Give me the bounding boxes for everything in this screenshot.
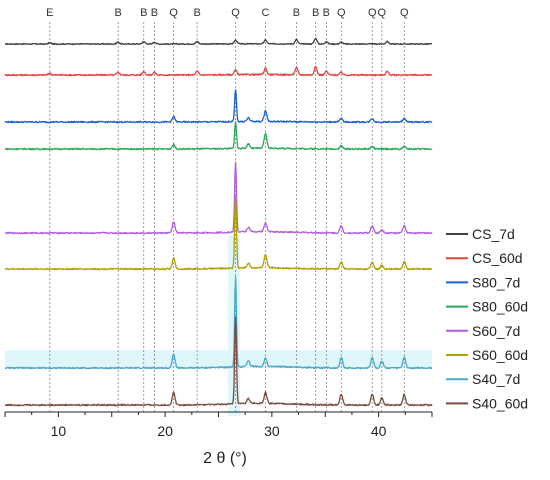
legend-entry-label: S40_60d xyxy=(472,395,528,411)
peak-label: B xyxy=(293,7,300,19)
series-line xyxy=(4,121,433,151)
peak-label: B xyxy=(151,7,158,19)
peak-label: Q xyxy=(337,7,346,19)
x-axis-title: 2 θ (°) xyxy=(203,450,247,467)
legend-entry-label: CS_60d xyxy=(472,250,523,266)
series-line xyxy=(4,37,433,46)
series-line xyxy=(4,89,433,124)
peak-label: Q xyxy=(368,7,377,19)
legend-entry-label: S80_7d xyxy=(472,274,520,290)
peak-label: B xyxy=(312,7,319,19)
series-line xyxy=(4,161,433,235)
peak-label: B xyxy=(323,7,330,19)
highlight-band xyxy=(5,350,432,368)
x-tick-label: 20 xyxy=(157,423,173,439)
peak-label: Q xyxy=(231,7,240,19)
legend-entry-label: S60_60d xyxy=(472,347,528,363)
peak-label: C xyxy=(261,7,269,19)
peak-guide-layer xyxy=(49,22,405,412)
legend-entry-label: S80_60d xyxy=(472,299,528,315)
peak-label: Q xyxy=(400,7,409,19)
legend: CS_7d CS_60d S80_7d S80_60d S60_7d S60_60d S40… xyxy=(446,226,528,411)
trace-layer xyxy=(4,37,433,407)
legend-entry-label: S60_7d xyxy=(472,323,520,339)
legend-entry-label: CS_7d xyxy=(472,226,515,242)
peak-label: B xyxy=(140,7,147,19)
peak-label: E xyxy=(46,7,53,19)
series-line xyxy=(4,276,433,370)
peak-label: Q xyxy=(378,7,387,19)
peak-label: Q xyxy=(169,7,178,19)
legend-entry-label: S40_7d xyxy=(472,371,520,387)
x-tick-label: 40 xyxy=(371,423,387,439)
x-tick-label: 10 xyxy=(51,423,67,439)
x-tick-label: 30 xyxy=(264,423,280,439)
peak-label: B xyxy=(114,7,121,19)
series-line xyxy=(4,195,433,271)
series-line xyxy=(4,316,433,407)
series-line xyxy=(4,66,433,77)
x-axis: 10 20 30 40 xyxy=(4,411,433,439)
peak-label: B xyxy=(193,7,200,19)
